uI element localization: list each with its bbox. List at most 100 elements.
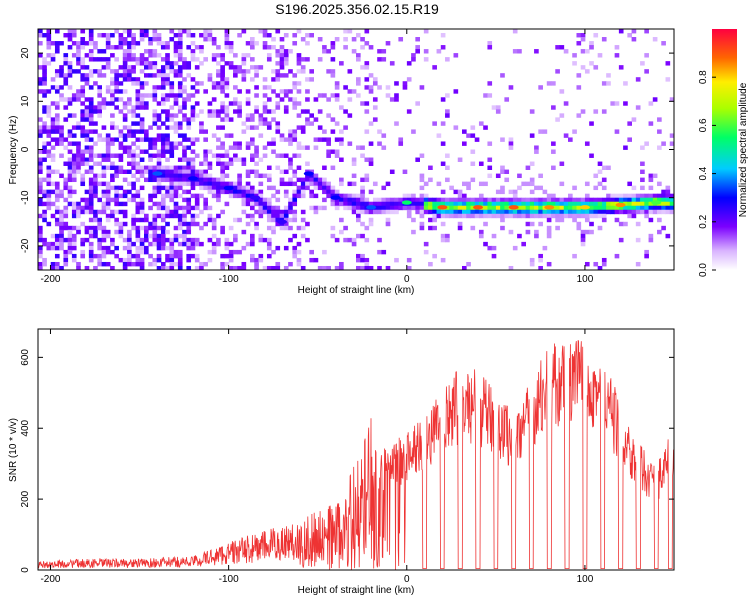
- heatmap-cell: [211, 81, 217, 86]
- heatmap-cell: [122, 237, 128, 243]
- heatmap-cell: [46, 189, 52, 195]
- heatmap-cell: [135, 93, 141, 98]
- heatmap-cell: [173, 233, 179, 239]
- heatmap-cell: [67, 149, 73, 154]
- heatmap-cell: [190, 117, 196, 122]
- heatmap-cell: [38, 117, 43, 122]
- heatmap-cell: [114, 209, 119, 215]
- heatmap-cell: [80, 177, 86, 183]
- heatmap-cell: [93, 193, 98, 199]
- heatmap-cell: [182, 57, 187, 62]
- heatmap-cell: [177, 205, 183, 211]
- heatmap-cell: [597, 161, 603, 166]
- heatmap-cell: [432, 217, 437, 223]
- heatmap-cell: [211, 181, 217, 187]
- heatmap-cell: [122, 177, 128, 183]
- heatmap-cell: [360, 153, 365, 158]
- heatmap-cell: [216, 113, 221, 118]
- heatmap-cell: [474, 209, 480, 215]
- heatmap-cell: [330, 165, 336, 170]
- heatmap-cell: [67, 225, 73, 231]
- heatmap-cell: [250, 237, 255, 243]
- heatmap-cell: [339, 217, 344, 223]
- heatmap-cell: [432, 213, 437, 219]
- heatmap-cell: [572, 129, 577, 134]
- heatmap-cell: [101, 181, 107, 187]
- heatmap-cell: [296, 165, 302, 170]
- heatmap-cell: [423, 249, 429, 255]
- heatmap-cell: [97, 49, 102, 54]
- heatmap-cell: [139, 33, 145, 38]
- heatmap-cell: [385, 205, 391, 211]
- heatmap-cell: [152, 53, 158, 58]
- heatmap-cell: [194, 197, 200, 203]
- heatmap-cell: [110, 89, 115, 94]
- heatmap-cell: [364, 261, 370, 267]
- heatmap-cell: [38, 225, 43, 231]
- heatmap-cell: [165, 157, 170, 162]
- heatmap-cell: [110, 53, 115, 58]
- heatmap-cell: [258, 157, 264, 162]
- heatmap-cell: [169, 245, 175, 251]
- heatmap-cell: [398, 37, 404, 42]
- heatmap-cell: [500, 189, 505, 195]
- heatmap-cell: [517, 173, 522, 179]
- heatmap-cell: [186, 169, 192, 174]
- heatmap-cell: [190, 165, 196, 170]
- heatmap-cell: [364, 41, 370, 46]
- heatmap-cell: [462, 141, 467, 146]
- heatmap-cell: [326, 137, 331, 142]
- heatmap-cell: [627, 201, 632, 207]
- heatmap-cell: [224, 41, 230, 46]
- heatmap-cell: [271, 193, 276, 199]
- heatmap-cell: [627, 193, 632, 199]
- heatmap-cell: [190, 237, 196, 243]
- heatmap-cell: [250, 45, 255, 50]
- heatmap-cell: [216, 185, 221, 191]
- heatmap-cell: [71, 93, 77, 98]
- heatmap-cell: [555, 213, 560, 219]
- heatmap-cell: [220, 101, 225, 106]
- heatmap-cell: [71, 41, 77, 46]
- heatmap-cell: [46, 129, 52, 134]
- heatmap-cell: [296, 53, 302, 58]
- heatmap-cell: [101, 157, 107, 162]
- heatmap-cell: [300, 193, 306, 199]
- heatmap-cell: [525, 221, 531, 227]
- heatmap-cell: [131, 225, 136, 231]
- heatmap-cell: [487, 41, 493, 46]
- heatmap-cell: [580, 213, 586, 219]
- heatmap-cell: [203, 201, 208, 207]
- heatmap-cell: [347, 181, 353, 187]
- heatmap-cell: [97, 209, 102, 215]
- heatmap-cell: [211, 109, 217, 114]
- heatmap-cell: [445, 201, 450, 207]
- heatmap-cell: [207, 77, 213, 82]
- heatmap-cell: [538, 253, 543, 259]
- heatmap-cell: [606, 73, 611, 78]
- heatmap-cell: [71, 161, 77, 166]
- heatmap-cell: [182, 169, 187, 174]
- heatmap-cell: [580, 241, 586, 247]
- heatmap-cell: [428, 217, 433, 223]
- heatmap-cell: [194, 65, 200, 70]
- heatmap-cell: [326, 49, 331, 54]
- heatmap-cell: [330, 93, 336, 98]
- heatmap-cell: [271, 249, 276, 255]
- heatmap-cell: [457, 221, 463, 227]
- heatmap-cell: [80, 61, 86, 66]
- heatmap-cell: [127, 69, 132, 74]
- heatmap-cell: [67, 177, 73, 183]
- heatmap-cell: [186, 97, 192, 102]
- heatmap-cell: [305, 161, 310, 166]
- heatmap-cell: [508, 189, 514, 195]
- heatmap-cell: [428, 201, 433, 207]
- heatmap-cell: [182, 241, 187, 247]
- heatmap-cell: [42, 57, 47, 62]
- heatmap-cell: [322, 129, 327, 134]
- heatmap-cell: [135, 137, 141, 142]
- heatmap-cell: [194, 241, 200, 247]
- heatmap-cell: [42, 69, 47, 74]
- heatmap-cell: [84, 205, 90, 211]
